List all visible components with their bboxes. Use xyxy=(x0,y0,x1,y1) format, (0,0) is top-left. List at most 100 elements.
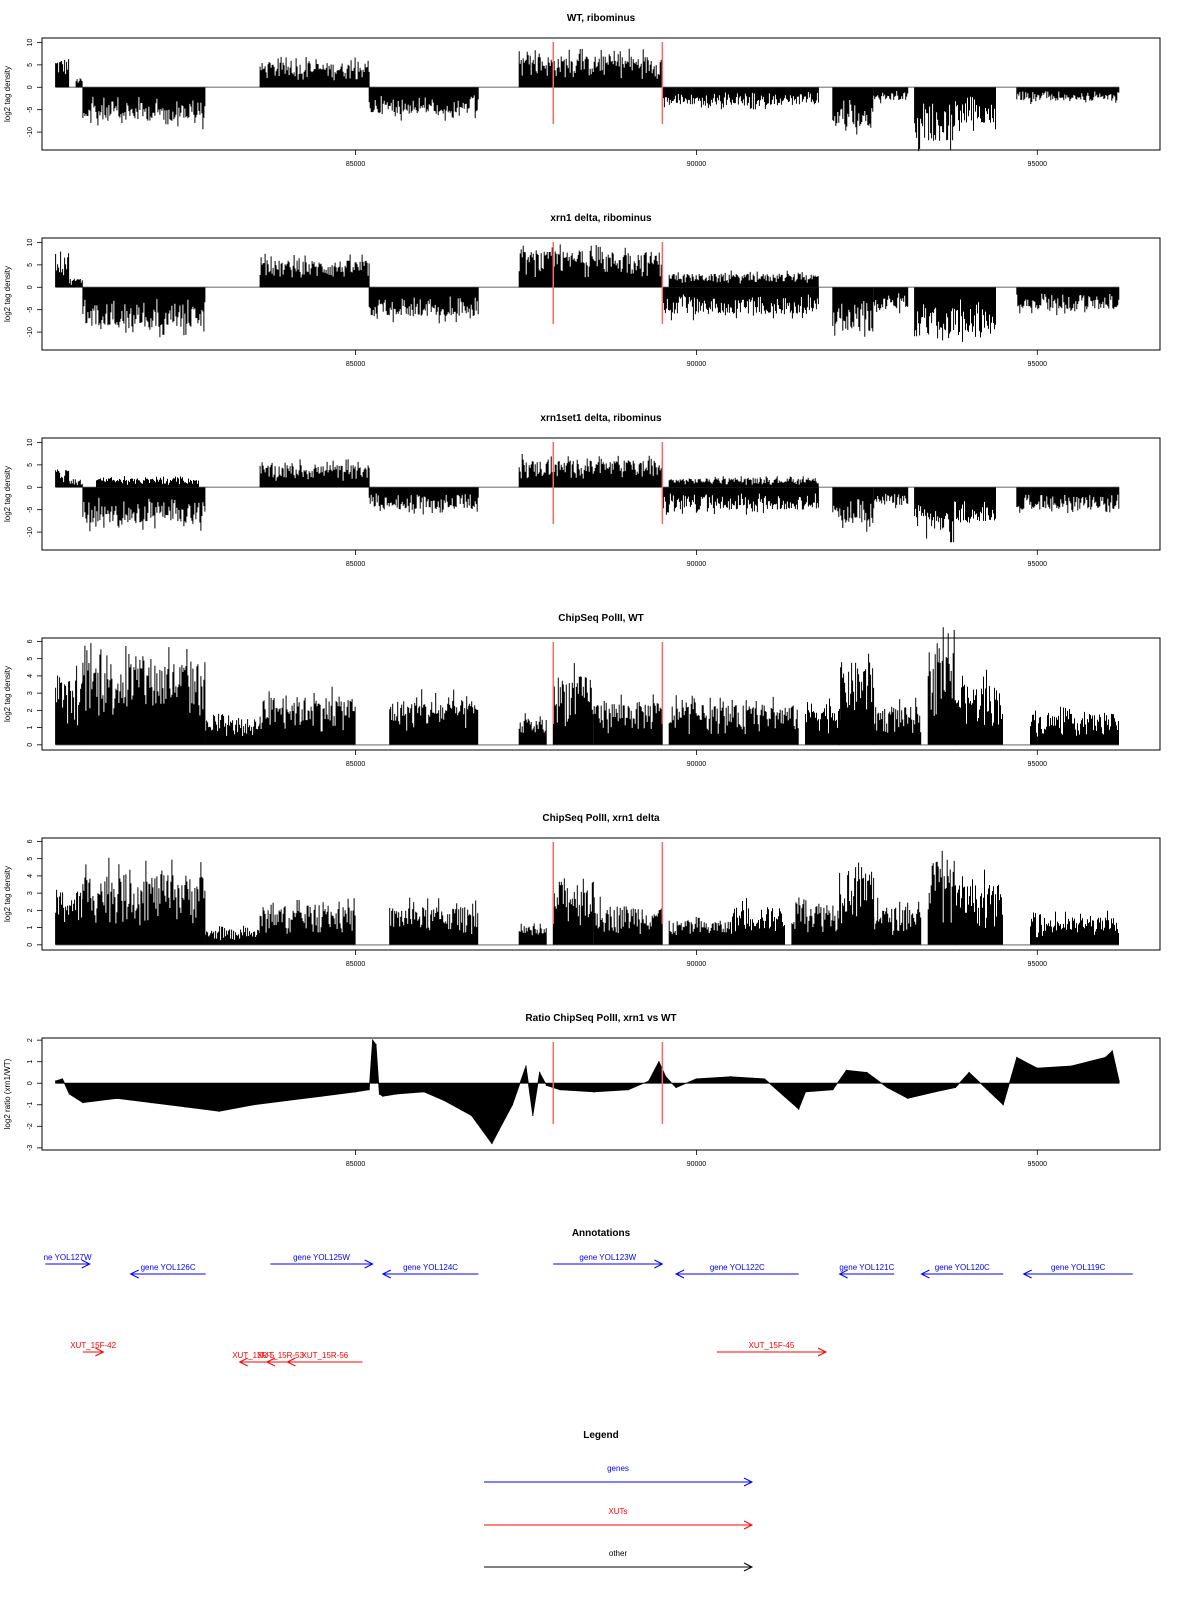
panel-6: Ratio ChipSeq PolII, xrn1 vs WT log2 rati… xyxy=(3,1013,1161,1168)
ratio-point-54 xyxy=(1104,1056,1107,1058)
y-tick-label: 1 xyxy=(27,926,34,930)
data-layer xyxy=(55,244,1120,342)
signal-bars xyxy=(55,251,70,288)
legend-entry-1: genes xyxy=(484,1464,754,1487)
y-tick-label: 1 xyxy=(27,1060,34,1064)
signal-segment-2 xyxy=(82,857,206,945)
signal-bars xyxy=(914,87,956,152)
signal-bars xyxy=(955,869,1003,945)
signal-bars xyxy=(259,56,370,88)
x-tick-label: 85000 xyxy=(346,161,366,168)
signal-bars xyxy=(873,697,922,745)
legend-entry-2: XUTs xyxy=(484,1507,754,1530)
gene-label: ne YOL127W xyxy=(44,1253,92,1262)
x-tick-label: 95000 xyxy=(1028,761,1048,768)
arrow-head xyxy=(129,1269,139,1279)
x-tick-label: 95000 xyxy=(1028,561,1048,568)
signal-bars xyxy=(259,686,356,745)
y-tick-label: 5 xyxy=(27,857,34,861)
x-tick-label: 90000 xyxy=(687,961,707,968)
y-tick-label: 10 xyxy=(27,38,34,46)
ratio-point-42 xyxy=(845,1069,848,1071)
signal-bars xyxy=(955,287,996,342)
signal-bars xyxy=(668,917,731,945)
ratio-point-46 xyxy=(934,1091,936,1093)
signal-segment-12 xyxy=(955,287,996,342)
signal-segment-9 xyxy=(668,476,819,488)
arrow-head xyxy=(81,1259,91,1269)
signal-bars xyxy=(832,487,874,532)
signal-segment-4 xyxy=(259,898,356,945)
ratio-point-12 xyxy=(354,1091,357,1093)
signal-bars xyxy=(205,713,261,745)
plot-frame xyxy=(41,637,1161,751)
signal-segment-9 xyxy=(668,917,731,945)
signal-segment-2 xyxy=(82,643,206,745)
signal-bars xyxy=(839,862,875,945)
signal-bars xyxy=(259,459,370,488)
signal-segment-13 xyxy=(927,627,956,745)
x-tick-label: 85000 xyxy=(346,761,366,768)
gene-label: gene YOL126C xyxy=(141,1263,196,1272)
xut-label: XUT_15R-5 xyxy=(232,1351,275,1360)
data-layer xyxy=(55,1039,1120,1145)
signal-segment-10 xyxy=(730,898,785,945)
signal-segment-11 xyxy=(839,653,875,745)
arrow-head xyxy=(674,1269,685,1279)
legend-label: XUTs xyxy=(608,1507,627,1516)
arrow-head xyxy=(381,1269,392,1279)
gene-label: gene YOL121C xyxy=(839,1263,894,1272)
signal-bars xyxy=(668,476,819,488)
ratio-point-5 xyxy=(116,1097,118,1099)
signal-bars xyxy=(1016,87,1120,104)
arrow-head xyxy=(238,1357,248,1367)
signal-segment-5 xyxy=(389,897,479,945)
signal-bars xyxy=(593,694,663,745)
ratio-point-14 xyxy=(372,1039,374,1041)
signal-segment-6 xyxy=(518,48,663,88)
signal-segment-6 xyxy=(518,923,547,945)
signal-segment-3 xyxy=(205,713,261,745)
signal-bars xyxy=(1016,287,1120,316)
signal-bars xyxy=(1030,706,1119,745)
gene-arrow-2: gene YOL126C xyxy=(129,1263,206,1279)
signal-bars xyxy=(82,643,206,745)
signal-segment-13 xyxy=(1016,287,1120,316)
y-tick-label: 0 xyxy=(27,485,34,489)
gene-arrow-8: gene YOL120C xyxy=(920,1263,1004,1279)
y-tick-label: 3 xyxy=(27,891,34,895)
plot-frame xyxy=(41,1037,1161,1151)
signal-bars xyxy=(518,454,663,488)
y-tick-label: 0 xyxy=(27,85,34,89)
signal-bars xyxy=(518,244,663,288)
signal-bars xyxy=(368,87,479,121)
signal-segment-8 xyxy=(593,694,663,745)
y-axis-label: log2 tag density xyxy=(3,866,12,922)
signal-bars xyxy=(832,87,874,135)
ratio-point-8 xyxy=(218,1110,220,1112)
ratio-point-11 xyxy=(320,1095,323,1097)
signal-segment-7 xyxy=(661,287,819,321)
signal-segment-1 xyxy=(55,469,70,488)
signal-bars xyxy=(1030,910,1119,945)
ratio-point-32 xyxy=(648,1080,650,1082)
signal-bars xyxy=(82,487,206,532)
gene-label: gene YOL123W xyxy=(579,1253,636,1262)
y-tick-label: 0 xyxy=(27,743,34,747)
ratio-point-47 xyxy=(954,1086,957,1089)
signal-segment-7 xyxy=(518,454,663,488)
y-tick-label: 4 xyxy=(27,674,34,678)
signal-segment-2 xyxy=(68,278,83,288)
signal-bars xyxy=(82,287,206,338)
ratio-point-20 xyxy=(443,1099,445,1102)
ratio-point-35 xyxy=(675,1086,677,1089)
signal-bars xyxy=(955,87,996,131)
y-tick-label: -1 xyxy=(27,1102,34,1108)
ratio-point-22 xyxy=(491,1142,493,1145)
y-tick-label: -5 xyxy=(27,306,34,312)
arrow-head xyxy=(743,1520,754,1530)
y-tick-label: -10 xyxy=(27,127,34,137)
signal-segment-1 xyxy=(55,665,84,745)
y-tick-label: 10 xyxy=(27,438,34,446)
